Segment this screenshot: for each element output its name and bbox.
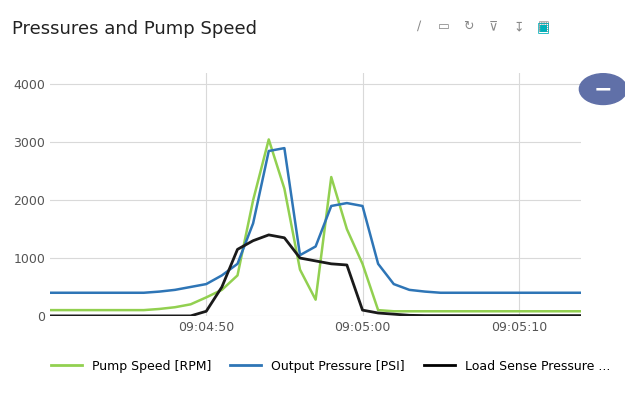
Text: ⊽: ⊽ xyxy=(489,20,498,33)
Text: ▣: ▣ xyxy=(538,20,551,34)
Legend: Pump Speed [RPM], Output Pressure [PSI], Load Sense Pressure ...: Pump Speed [RPM], Output Pressure [PSI],… xyxy=(46,355,615,378)
Text: ↧: ↧ xyxy=(514,20,524,33)
Text: ↻: ↻ xyxy=(464,20,474,33)
Text: −: − xyxy=(594,79,612,99)
Text: ∕: ∕ xyxy=(417,20,421,33)
Text: ▭: ▭ xyxy=(438,20,449,33)
Text: Pressures and Pump Speed: Pressures and Pump Speed xyxy=(12,20,258,38)
Text: ▦: ▦ xyxy=(538,20,549,33)
